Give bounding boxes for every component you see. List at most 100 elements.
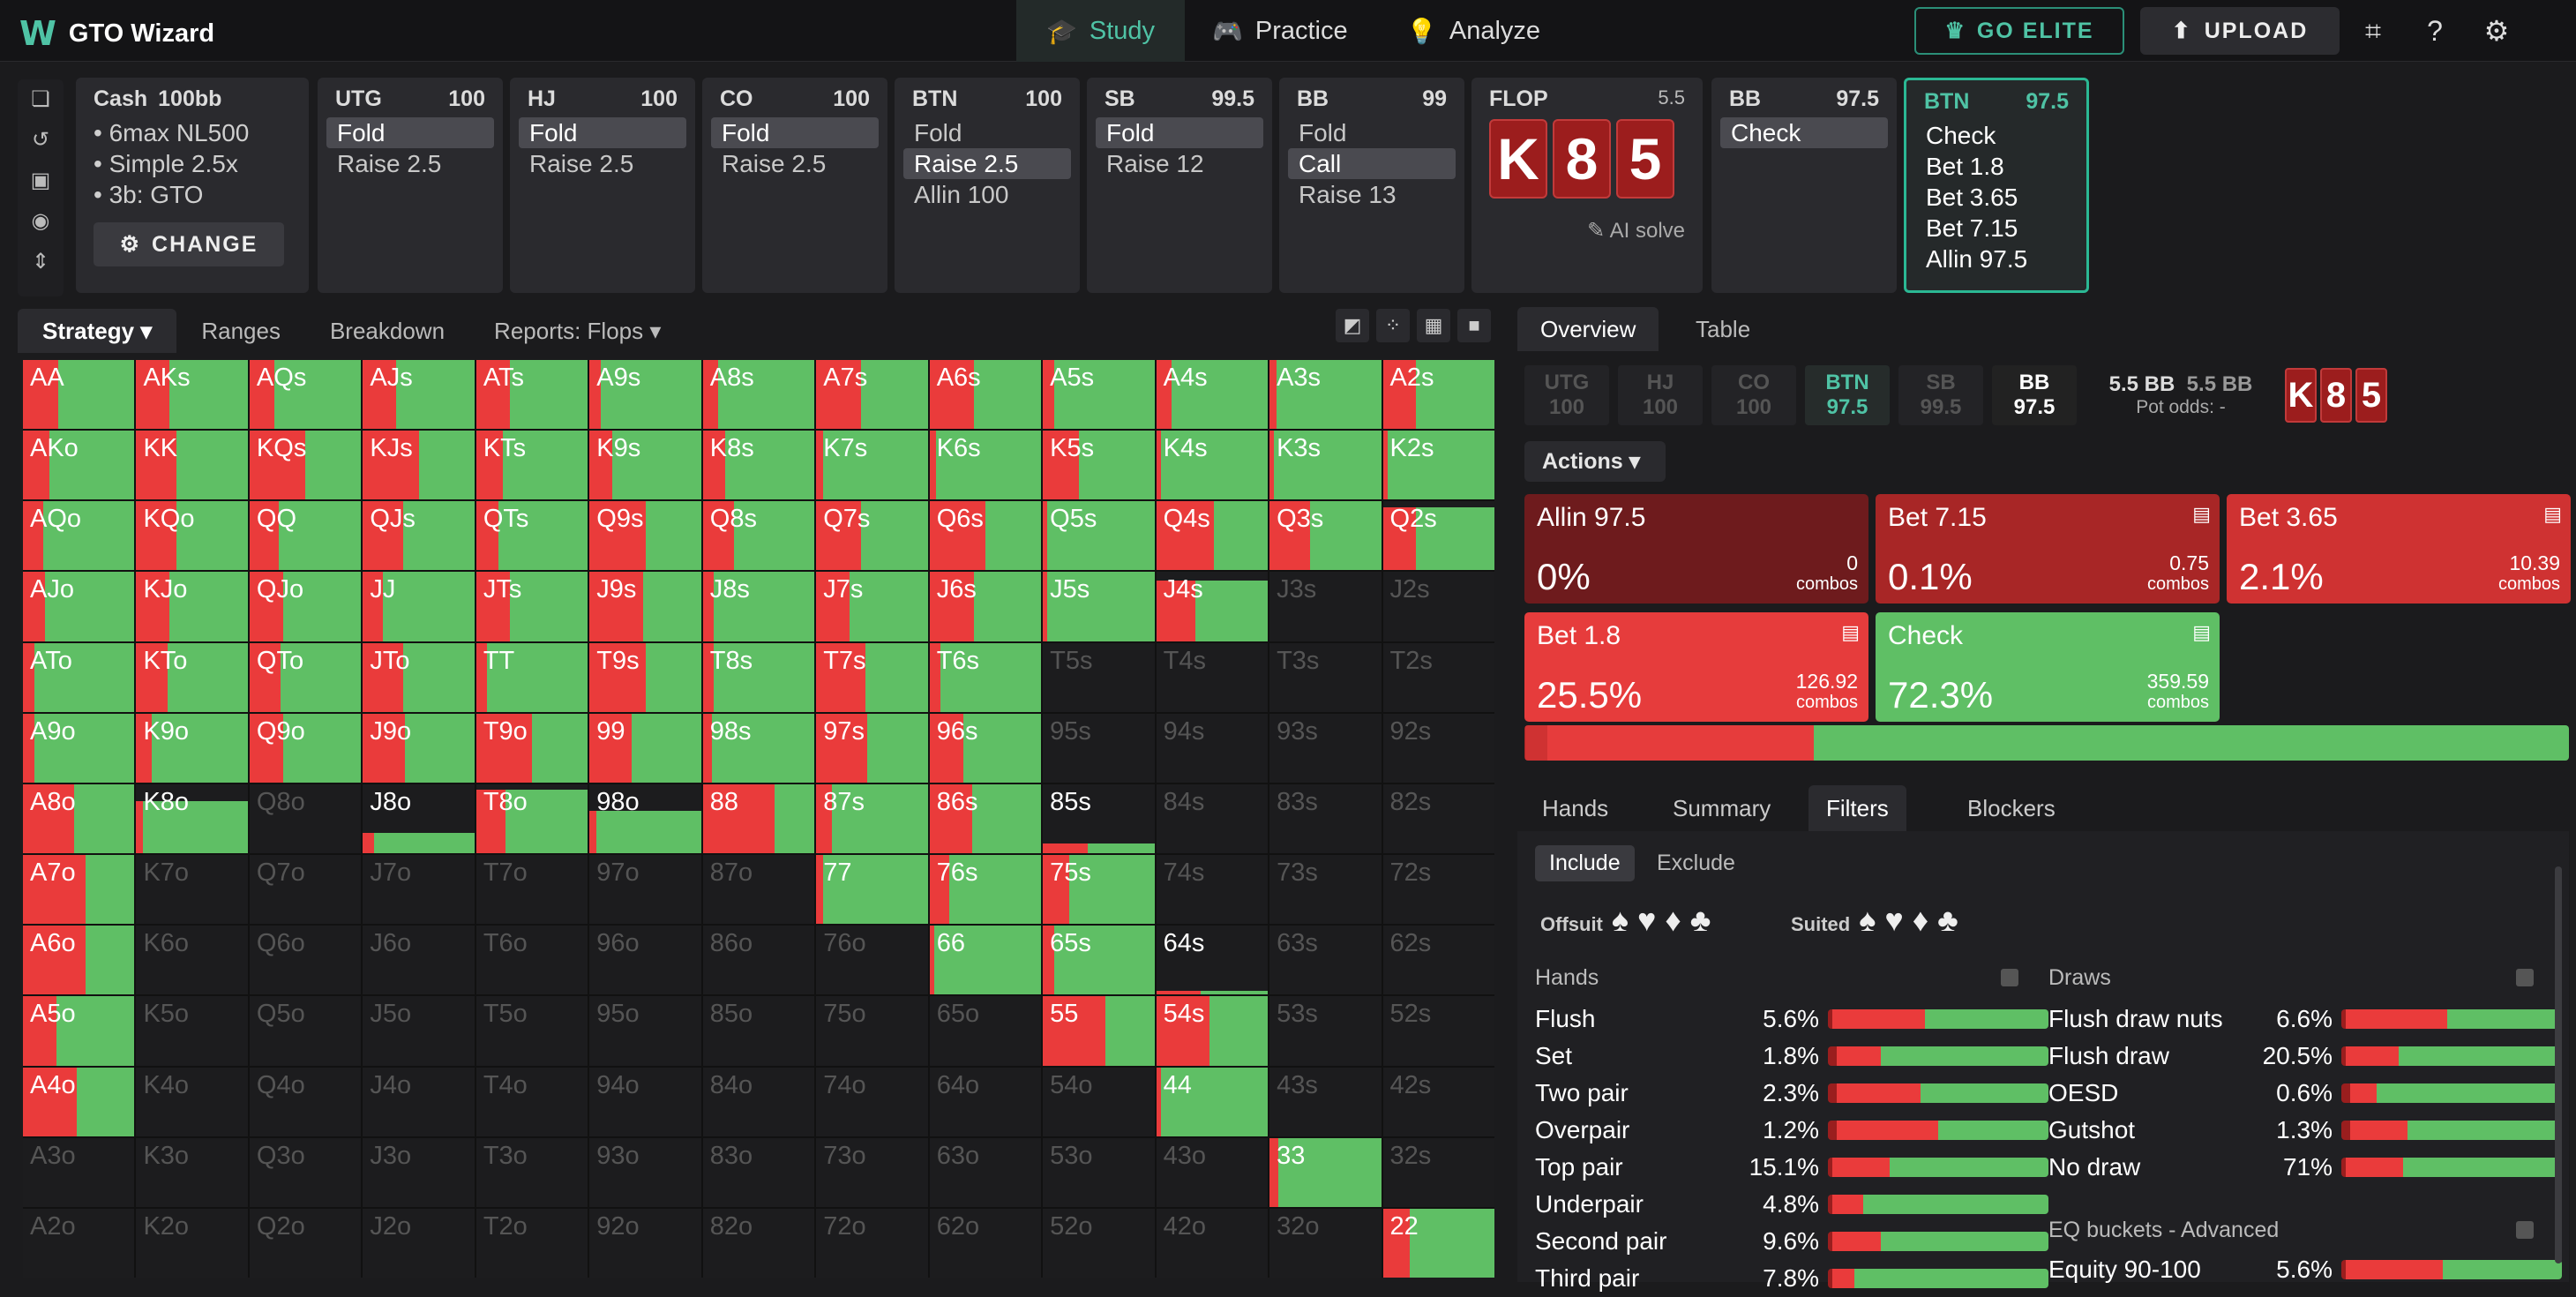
hand-cell[interactable]: T6s — [929, 642, 1042, 712]
hand-cell[interactable]: 33 — [1269, 1137, 1382, 1207]
hand-cell[interactable]: A5o — [23, 996, 135, 1066]
bb-street-card[interactable]: BB 97.5 Check — [1711, 78, 1897, 293]
hand-cell[interactable]: 64s — [1156, 926, 1269, 995]
hand-cell[interactable]: A2s — [1382, 360, 1494, 430]
hand-cell[interactable]: 54o — [1043, 1067, 1155, 1136]
hand-cell[interactable]: A4s — [1156, 360, 1269, 430]
hand-cell[interactable]: Q4s — [1156, 501, 1269, 571]
filter-row[interactable]: Second pair 9.6% — [1535, 1223, 2048, 1260]
pos-co[interactable]: CO 100 — [1711, 365, 1796, 425]
hand-cell[interactable]: K9o — [136, 713, 248, 783]
hand-cell[interactable]: T5s — [1043, 642, 1155, 712]
hand-cell[interactable]: K3s — [1269, 431, 1382, 500]
hand-cell[interactable]: 74s — [1156, 855, 1269, 925]
hand-cell[interactable]: AQo — [23, 501, 135, 571]
filters-scrollbar[interactable] — [2555, 866, 2562, 1263]
filter-row[interactable]: Two pair 2.3% — [1535, 1075, 2048, 1112]
hand-cell[interactable]: J8s — [702, 572, 815, 641]
position-option[interactable]: Allin 100 — [914, 181, 1009, 208]
hand-cell[interactable]: KQs — [249, 431, 362, 500]
hand-cell[interactable]: 96s — [929, 713, 1042, 783]
hand-cell[interactable]: Q5s — [1043, 501, 1155, 571]
hand-cell[interactable]: A9o — [23, 713, 135, 783]
setup-card[interactable]: Cash 100bb • 6max NL500 • Simple 2.5x • 3… — [76, 78, 309, 293]
diamonds-icon[interactable]: ♦ — [1912, 902, 1929, 938]
hand-cell[interactable]: Q3s — [1269, 501, 1382, 571]
hand-cell[interactable]: 54s — [1156, 996, 1269, 1066]
hand-cell[interactable]: Q2s — [1382, 501, 1494, 571]
details-icon[interactable]: ▤ — [1841, 621, 1860, 643]
hand-cell[interactable]: T8s — [702, 642, 815, 712]
hand-cell[interactable]: Q7s — [816, 501, 928, 571]
position-option[interactable]: Fold — [1299, 119, 1347, 146]
hand-cell[interactable]: QTs — [476, 501, 588, 571]
tab-table[interactable]: Table — [1696, 316, 1751, 342]
square-icon[interactable]: ■ — [1457, 309, 1491, 342]
position-option[interactable]: Fold — [326, 117, 494, 148]
hand-cell[interactable]: 93o — [589, 1137, 701, 1207]
hand-cell[interactable]: 75o — [816, 996, 928, 1066]
pos-utg[interactable]: UTG 100 — [1524, 365, 1609, 425]
position-card-co[interactable]: CO 100 Fold Raise 2.5 — [702, 78, 887, 293]
logo[interactable]: W GTO Wizard — [19, 14, 214, 53]
hand-cell[interactable]: Q7o — [249, 855, 362, 925]
filter-row[interactable]: Top pair 15.1% — [1535, 1149, 2048, 1186]
hand-cell[interactable]: 82o — [702, 1208, 815, 1278]
hand-cell[interactable]: J8o — [363, 783, 475, 854]
hand-cell[interactable]: AQs — [249, 360, 362, 430]
hand-cell[interactable]: AKs — [136, 360, 248, 430]
hand-cell[interactable]: T9s — [589, 642, 701, 712]
hand-cell[interactable]: J3s — [1269, 572, 1382, 641]
hand-cell[interactable]: J7s — [816, 572, 928, 641]
hand-cell[interactable]: 62s — [1382, 926, 1494, 995]
hand-cell[interactable]: 85s — [1043, 783, 1155, 854]
hand-cell[interactable]: KJs — [363, 431, 475, 500]
change-button[interactable]: ⚙ CHANGE — [94, 222, 284, 266]
hand-cell[interactable]: J9o — [363, 713, 475, 783]
hand-cell[interactable]: 73o — [816, 1137, 928, 1207]
hand-cell[interactable]: 32o — [1269, 1208, 1382, 1278]
hand-cell[interactable]: 65o — [929, 996, 1042, 1066]
actions-dropdown[interactable]: Actions ▾ — [1524, 441, 1666, 482]
tab-blockers[interactable]: Blockers — [1967, 795, 2056, 821]
hand-cell[interactable]: TT — [476, 642, 588, 712]
hand-cell[interactable]: T2s — [1382, 642, 1494, 712]
hand-cell[interactable]: Q4o — [249, 1067, 362, 1136]
include-toggle[interactable]: Include — [1535, 845, 1635, 881]
hand-cell[interactable]: 64o — [929, 1067, 1042, 1136]
position-option[interactable]: Fold — [1096, 117, 1263, 148]
hand-cell[interactable]: 75s — [1043, 855, 1155, 925]
btn-option[interactable]: Bet 3.65 — [1926, 184, 2018, 211]
hand-cell[interactable]: K8o — [136, 783, 248, 854]
upload-button[interactable]: ⬆ UPLOAD — [2140, 7, 2340, 55]
hand-cell[interactable]: 88 — [702, 783, 815, 854]
position-option[interactable]: Raise 2.5 — [337, 150, 442, 177]
grid-icon[interactable]: ▦ — [1417, 309, 1450, 342]
tab-summary[interactable]: Summary — [1673, 795, 1771, 821]
hand-cell[interactable]: A3s — [1269, 360, 1382, 430]
ai-solve-link[interactable]: ✎ AI solve — [1489, 218, 1685, 244]
hand-cell[interactable]: K7s — [816, 431, 928, 500]
hand-cell[interactable]: 97s — [816, 713, 928, 783]
tab-reports[interactable]: Reports: Flops ▾ — [469, 309, 685, 353]
bb-check-option[interactable]: Check — [1720, 117, 1888, 148]
position-option[interactable]: Raise 2.5 — [722, 150, 827, 177]
flop-card[interactable]: FLOP 5.5 K 8 5 ✎ AI solve — [1471, 78, 1703, 293]
hand-cell[interactable]: T8o — [476, 783, 588, 854]
hand-cell[interactable]: A5s — [1043, 360, 1155, 430]
hand-cell[interactable]: Q5o — [249, 996, 362, 1066]
hand-cell[interactable]: A3o — [23, 1137, 135, 1207]
hand-cell[interactable]: A9s — [589, 360, 701, 430]
hand-cell[interactable]: KTo — [136, 642, 248, 712]
hand-cell[interactable]: 73s — [1269, 855, 1382, 925]
hand-cell[interactable]: J4o — [363, 1067, 475, 1136]
hand-cell[interactable]: AA — [23, 360, 135, 430]
tab-ranges[interactable]: Ranges — [201, 318, 281, 344]
contrast-icon[interactable]: ◩ — [1336, 309, 1369, 342]
pos-btn[interactable]: BTN 97.5 — [1805, 365, 1890, 425]
hand-cell[interactable]: J9s — [589, 572, 701, 641]
hand-cell[interactable]: A8s — [702, 360, 815, 430]
hand-cell[interactable]: 53o — [1043, 1137, 1155, 1207]
go-elite-button[interactable]: ♛ GO ELITE — [1914, 7, 2124, 55]
hand-cell[interactable]: 85o — [702, 996, 815, 1066]
